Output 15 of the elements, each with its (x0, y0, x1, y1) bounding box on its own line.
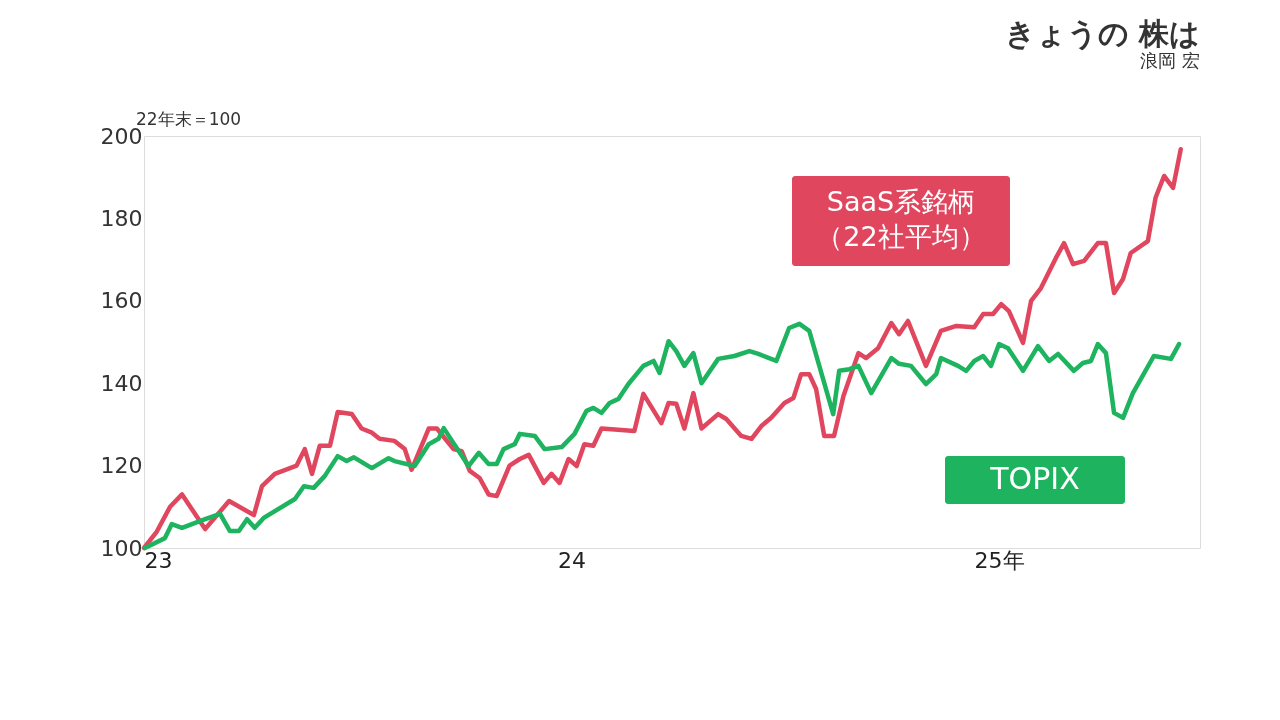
y-tick-label: 100 (100, 535, 143, 561)
y-axis-title: 22年末＝100 (136, 109, 242, 129)
series-label: TOPIX (989, 461, 1080, 496)
x-tick-label: 23 (144, 547, 173, 573)
chart-subtitle: 浪岡 宏 (1140, 50, 1200, 71)
y-tick-label: 160 (100, 288, 143, 314)
chart-title: きょうの 株は (1004, 16, 1200, 51)
y-tick-label: 140 (100, 370, 143, 396)
x-tick-label: 24 (558, 547, 587, 573)
y-tick-label: 180 (100, 205, 143, 231)
x-tick-label: 25年 (974, 547, 1025, 573)
line-series (142, 321, 1182, 551)
text: SaaS系銘柄（22社平均） (816, 186, 986, 252)
y-tick-label: 120 (100, 453, 143, 479)
line-series (141, 146, 1184, 551)
